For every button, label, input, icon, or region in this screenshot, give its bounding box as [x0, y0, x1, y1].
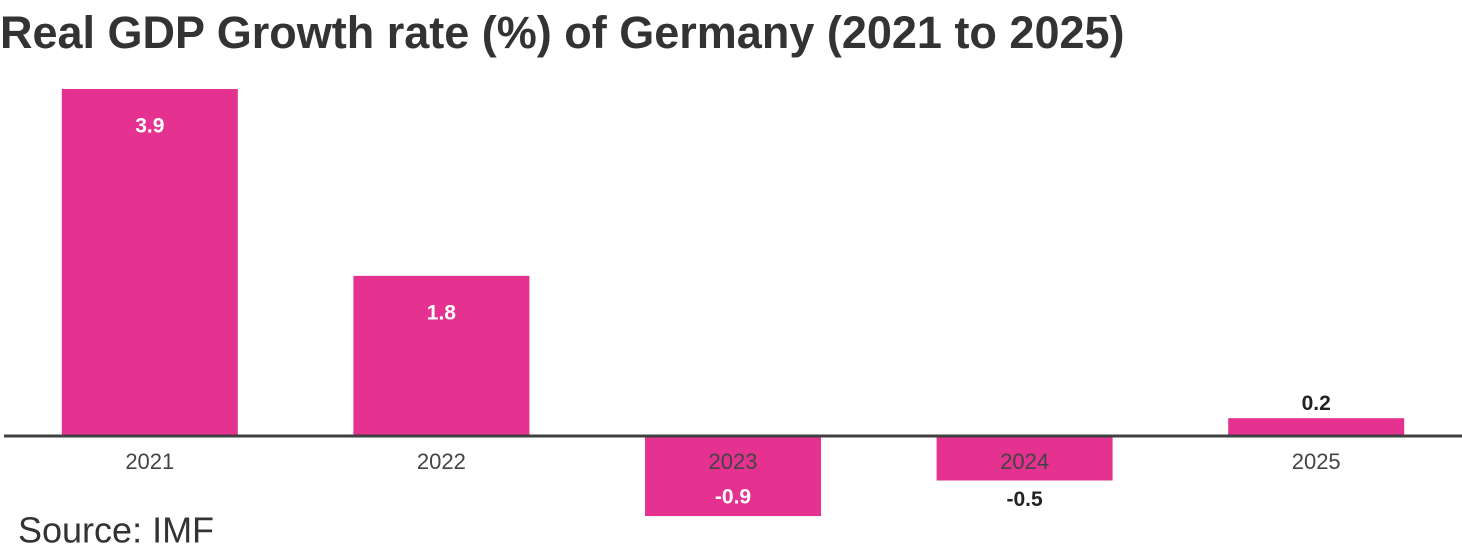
- value-label: 3.9: [135, 115, 164, 138]
- value-label: -0.9: [715, 486, 751, 509]
- x-tick-label: 2022: [417, 449, 466, 474]
- x-tick-label: 2025: [1292, 449, 1341, 474]
- value-label: 1.8: [427, 301, 457, 324]
- bar: [61, 89, 238, 436]
- bar: [1228, 418, 1405, 436]
- chart-title: Real GDP Growth rate (%) of Germany (202…: [0, 7, 1125, 58]
- source-note: Source: IMF: [18, 510, 214, 551]
- bar: [353, 275, 530, 436]
- bar: [645, 436, 821, 517]
- value-label: 0.2: [1302, 392, 1331, 415]
- value-label: -0.5: [1007, 488, 1044, 511]
- x-tick-label: 2024: [1000, 449, 1049, 474]
- bar: [936, 436, 1113, 481]
- x-tick-label: 2021: [125, 449, 174, 474]
- x-tick-label: 2023: [709, 449, 758, 474]
